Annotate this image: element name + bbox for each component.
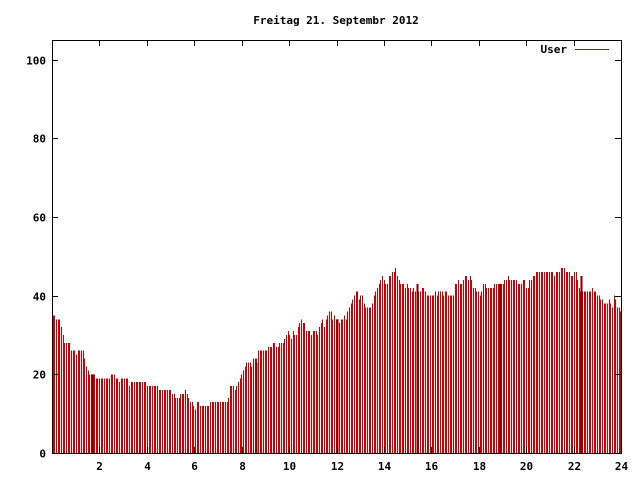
legend-label: User [541,43,568,56]
x-tick-label: 16 [425,460,439,473]
x-tick-label: 12 [331,460,344,473]
plot-frame [52,40,622,454]
x-tick-label: 20 [520,460,533,473]
emphasized-bars-group [91,276,583,453]
x-tick-label: 18 [473,460,486,473]
y-tick-label: 80 [33,133,46,146]
x-tick-label: 4 [144,460,151,473]
y-tick-label: 100 [26,55,46,68]
x-tick-label: 14 [378,460,392,473]
x-tick-label: 24 [615,460,629,473]
y-tick-label: 0 [39,448,46,461]
x-axis: 2 4 6 8 10 12 14 16 18 20 22 24 [96,40,628,473]
legend: User [541,43,609,56]
y-tick-label: 20 [33,369,46,382]
x-tick-label: 10 [283,460,296,473]
y-tick-label: 60 [33,212,46,225]
x-tick-label: 22 [568,460,581,473]
chart-title: Freitag 21. Septembr 2012 [253,14,419,27]
x-tick-label: 6 [191,460,198,473]
x-tick-label: 8 [239,460,246,473]
x-tick-label: 2 [96,460,103,473]
y-tick-label: 40 [33,291,46,304]
